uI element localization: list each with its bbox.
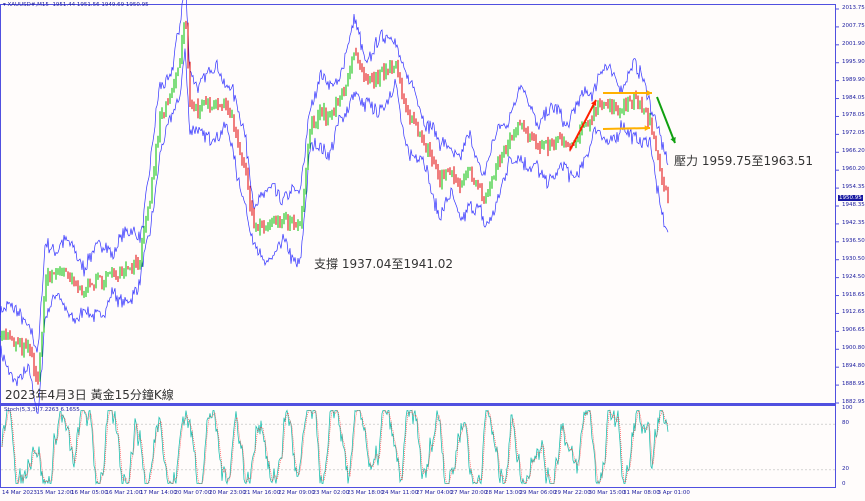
price-axis-label: 1989.90 bbox=[842, 76, 865, 83]
price-axis-label: 1966.20 bbox=[842, 148, 865, 155]
price-axis-label: 1912.65 bbox=[842, 309, 865, 316]
price-axis-label: 1924.50 bbox=[842, 273, 865, 280]
chart-caption: 2023年4月3日 黃金15分鐘K線 bbox=[5, 388, 174, 402]
stoch-axis-label: 0 bbox=[842, 481, 846, 487]
time-axis-label: 29 Mar 22:00 bbox=[554, 490, 591, 496]
stoch-axis-label: 20 bbox=[842, 465, 849, 472]
time-axis-label: 15 Mar 12:00 bbox=[36, 490, 74, 496]
price-axis-label: 1882.95 bbox=[842, 399, 865, 405]
range-bottom-arrow-head bbox=[644, 125, 650, 131]
stoch-pane-frame bbox=[0, 405, 836, 488]
downtrend-arrow bbox=[656, 96, 676, 144]
symbol-label: XAUUSD#,M15 bbox=[7, 2, 49, 8]
time-axis-label: 23 Mar 02:00 bbox=[312, 490, 350, 496]
price-axis-label: 1960.20 bbox=[842, 166, 865, 173]
range-bottom-arrow bbox=[602, 127, 651, 130]
bollinger-upper bbox=[0, 0, 669, 353]
time-axis-label: 27 Mar 20:00 bbox=[450, 490, 488, 496]
time-axis-label: 30 Mar 15:00 bbox=[588, 490, 626, 496]
price-axis-label: 1918.65 bbox=[842, 291, 865, 298]
stoch-label: Stoch(5,3,3) 7.2263 6.1655 bbox=[4, 407, 80, 413]
range-top-arrow-head bbox=[646, 90, 652, 96]
current-price-tag: 1950.95 bbox=[838, 195, 863, 201]
stoch-signal-line bbox=[1, 409, 669, 485]
time-axis-label: 17 Mar 14:00 bbox=[140, 490, 177, 496]
price-axis-label: 2013.75 bbox=[842, 5, 865, 11]
chart-header: ▾ XAUUSD#,M15 1951.44 1951.56 1949.69 19… bbox=[3, 2, 149, 8]
uptrend-arrow bbox=[569, 99, 597, 151]
time-axis-label: 22 Mar 09:00 bbox=[278, 490, 315, 496]
price-axis-label: 1978.05 bbox=[842, 112, 865, 119]
price-axis-label: 1930.50 bbox=[842, 255, 865, 262]
downtrend-arrow-head bbox=[670, 137, 676, 143]
price-axis-label: 1888.95 bbox=[842, 381, 865, 388]
price-axis-label: 2001.90 bbox=[842, 40, 865, 47]
time-axis-label: 29 Mar 06:00 bbox=[519, 490, 557, 496]
price-axis-label: 2007.75 bbox=[842, 22, 865, 29]
price-axis-label: 1972.05 bbox=[842, 130, 865, 137]
ohlc-values: 1951.44 1951.56 1949.69 1950.95 bbox=[52, 2, 149, 8]
support-annotation: 支撐 1937.04至1941.02 bbox=[314, 257, 454, 271]
time-axis-label: 3 Apr 01:00 bbox=[657, 490, 690, 496]
price-axis-label: 1936.50 bbox=[842, 237, 865, 244]
price-axis-label: 1948.35 bbox=[842, 202, 865, 208]
stoch-main-line bbox=[1, 409, 669, 485]
time-axis-label: 14 Mar 2023 bbox=[2, 490, 37, 496]
time-axis-label: 20 Mar 07:00 bbox=[174, 490, 212, 496]
time-axis-label: 23 Mar 18:00 bbox=[347, 490, 384, 496]
time-axis-label: 28 Mar 13:00 bbox=[485, 490, 522, 496]
price-axis-label: 1900.80 bbox=[842, 345, 865, 352]
time-axis-label: 27 Mar 04:00 bbox=[416, 490, 453, 496]
price-axis-label: 1984.05 bbox=[842, 94, 865, 101]
time-axis-label: 24 Mar 11:00 bbox=[381, 490, 419, 496]
price-axis-label: 1942.35 bbox=[842, 219, 865, 226]
main-pane-frame bbox=[0, 4, 836, 405]
uptrend-arrow-head bbox=[591, 100, 597, 106]
time-axis-label: 16 Mar 05:00 bbox=[71, 490, 108, 496]
stoch-axis-label: 80 bbox=[842, 420, 849, 427]
price-axis-label: 1894.80 bbox=[842, 363, 865, 370]
price-axis-label: 1906.65 bbox=[842, 327, 865, 334]
price-axis-label: 1954.35 bbox=[842, 184, 865, 191]
time-axis-label: 20 Mar 23:00 bbox=[209, 490, 246, 496]
resistance-annotation: 壓力 1959.75至1963.51 bbox=[674, 154, 814, 168]
bollinger-lower bbox=[0, 48, 669, 414]
time-axis-label: 21 Mar 16:00 bbox=[243, 490, 281, 496]
stoch-axis-label: 100 bbox=[842, 405, 853, 411]
price-axis-label: 1995.90 bbox=[842, 58, 865, 65]
time-axis-label: 31 Mar 08:00 bbox=[623, 490, 660, 496]
time-axis-label: 16 Mar 21:00 bbox=[105, 490, 143, 496]
